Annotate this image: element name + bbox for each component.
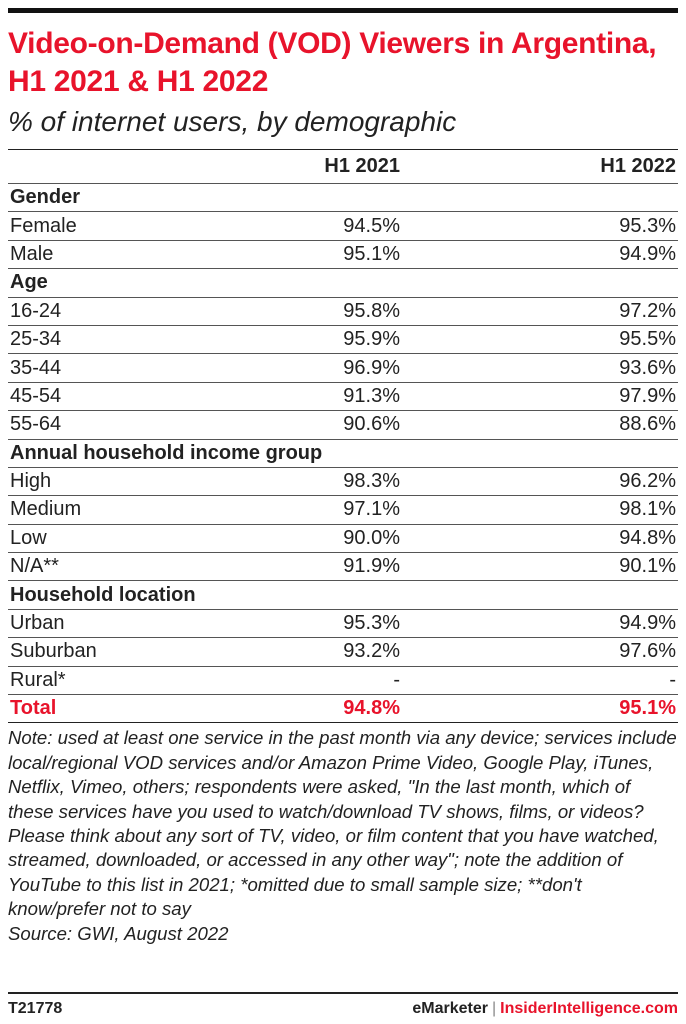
row-label: 45-54 <box>10 384 62 407</box>
row-label: Urban <box>10 612 65 635</box>
row-label: Rural* <box>10 668 66 691</box>
value-h1-2021: 95.8% <box>343 299 400 322</box>
table-row: Rural* - - <box>8 667 678 696</box>
chart-note: Note: used at least one service in the p… <box>8 727 677 920</box>
value-h1-2021: 96.9% <box>343 356 400 379</box>
value-h1-2021: 95.9% <box>343 328 400 351</box>
table-row: Low 90.0% 94.8% <box>8 525 678 554</box>
section-header-row: Age <box>8 269 678 298</box>
table-header-row: H1 2021 H1 2022 <box>8 150 678 184</box>
row-label: Female <box>10 214 77 237</box>
section-header-label: Gender <box>10 186 81 209</box>
column-header-h1-2021: H1 2021 <box>324 155 400 177</box>
value-h1-2021: 97.1% <box>343 498 400 521</box>
brand-emarketer: eMarketer <box>412 1000 489 1017</box>
value-h1-2022: 88.6% <box>619 413 676 436</box>
chart-subtitle: % of internet users, by demographic <box>8 106 457 137</box>
table-row: 35-44 96.9% 93.6% <box>8 354 678 383</box>
table-row: 16-24 95.8% 97.2% <box>8 298 678 326</box>
row-label: Male <box>10 242 54 265</box>
total-label: Total <box>10 697 57 720</box>
value-h1-2021: 98.3% <box>343 470 400 493</box>
row-label: Suburban <box>10 640 97 663</box>
value-h1-2021: - <box>393 668 400 691</box>
value-h1-2021: 94.5% <box>343 214 400 237</box>
chart-page: Video-on-Demand (VOD) Viewers in Argenti… <box>8 0 678 1024</box>
table-row: Urban 95.3% 94.9% <box>8 610 678 639</box>
row-label: 25-34 <box>10 328 62 351</box>
chart-id: T21778 <box>8 1000 63 1017</box>
value-h1-2022: 94.9% <box>619 242 676 265</box>
row-label: N/A** <box>10 555 59 578</box>
section-header-row: Gender <box>8 184 678 213</box>
footer: T21778 eMarketer | InsiderIntelligence.com <box>8 992 678 1018</box>
value-h1-2022: 95.3% <box>619 214 676 237</box>
value-h1-2021: 95.1% <box>343 242 400 265</box>
table-row: High 98.3% 96.2% <box>8 468 678 497</box>
row-label: Low <box>10 526 47 549</box>
value-h1-2022: 96.2% <box>619 470 676 493</box>
value-h1-2022: 97.2% <box>619 299 676 322</box>
value-h1-2022: 97.6% <box>619 640 676 663</box>
section-header-row: Household location <box>8 581 678 610</box>
table-row: 45-54 91.3% 97.9% <box>8 383 678 412</box>
value-h1-2022: 93.6% <box>619 356 676 379</box>
section-header-row: Annual household income group <box>8 440 678 468</box>
table-row: 25-34 95.9% 95.5% <box>8 326 678 355</box>
table-row: Suburban 93.2% 97.6% <box>8 638 678 667</box>
brand-insider-intelligence: InsiderIntelligence.com <box>500 1000 678 1017</box>
section-header-label: Annual household income group <box>10 441 323 464</box>
table-row: Female 94.5% 95.3% <box>8 212 678 241</box>
chart-source: Source: GWI, August 2022 <box>8 922 229 944</box>
row-label: 55-64 <box>10 413 62 436</box>
total-value-h1-2021: 94.8% <box>343 697 400 720</box>
value-h1-2022: 97.9% <box>619 384 676 407</box>
table-body: Gender Female 94.5% 95.3% Male 95.1% 94.9% Age 1… <box>8 184 678 696</box>
row-label: 35-44 <box>10 356 62 379</box>
row-label: Medium <box>10 498 82 521</box>
section-header-label: Age <box>10 271 48 294</box>
table-row: Medium 97.1% 98.1% <box>8 496 678 525</box>
footer-brands: eMarketer | InsiderIntelligence.com <box>412 1000 678 1018</box>
value-h1-2021: 95.3% <box>343 612 400 635</box>
value-h1-2021: 91.3% <box>343 384 400 407</box>
row-label: 16-24 <box>10 299 62 322</box>
row-label: High <box>10 470 52 493</box>
chart-title: Video-on-Demand (VOD) Viewers in Argenti… <box>8 27 657 98</box>
table-row: N/A** 91.9% 90.1% <box>8 553 678 582</box>
value-h1-2022: 90.1% <box>619 555 676 578</box>
brand-separator: | <box>492 1000 497 1017</box>
total-value-h1-2022: 95.1% <box>619 697 676 720</box>
value-h1-2021: 90.0% <box>343 526 400 549</box>
value-h1-2022: 98.1% <box>619 498 676 521</box>
table-row: 55-64 90.6% 88.6% <box>8 411 678 440</box>
section-header-label: Household location <box>10 583 196 606</box>
value-h1-2022: 95.5% <box>619 328 676 351</box>
value-h1-2022: 94.9% <box>619 612 676 635</box>
value-h1-2022: 94.8% <box>619 526 676 549</box>
value-h1-2021: 91.9% <box>343 555 400 578</box>
value-h1-2021: 90.6% <box>343 413 400 436</box>
value-h1-2022: - <box>669 668 676 691</box>
data-table: H1 2021 H1 2022 Gender Female 94.5% 95.3% Ma… <box>8 149 678 724</box>
total-row: Total 94.8% 95.1% <box>8 695 678 724</box>
column-header-h1-2022: H1 2022 <box>600 155 676 177</box>
table-row: Male 95.1% 94.9% <box>8 241 678 270</box>
top-rule <box>8 8 678 13</box>
value-h1-2021: 93.2% <box>343 640 400 663</box>
